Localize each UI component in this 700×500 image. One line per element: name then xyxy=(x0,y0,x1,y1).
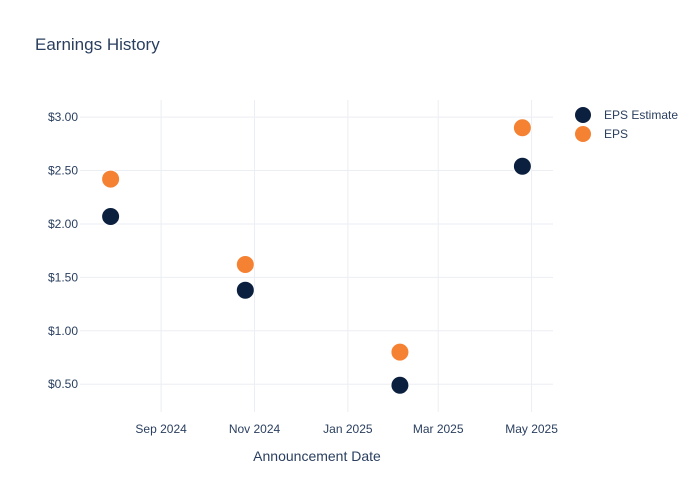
legend-label: EPS xyxy=(604,127,628,141)
y-axis-ticks: $0.50 $1.00 $1.50 $2.00 $2.50 $3.00 xyxy=(48,110,78,391)
x-axis-title: Announcement Date xyxy=(253,448,381,464)
point-eps[interactable] xyxy=(235,255,255,275)
chart-title: Earnings History xyxy=(35,35,160,54)
data-points xyxy=(101,118,532,395)
x-tick-label: May 2025 xyxy=(505,422,558,436)
legend-item[interactable]: EPS Estimate xyxy=(575,107,678,123)
point-eps-estimate[interactable] xyxy=(390,375,410,395)
point-eps[interactable] xyxy=(390,342,410,362)
legend[interactable]: EPS Estimate EPS xyxy=(575,107,678,142)
point-eps[interactable] xyxy=(101,169,121,189)
y-tick-label: $1.50 xyxy=(48,270,78,284)
x-tick-label: Jan 2025 xyxy=(323,422,373,436)
point-eps-estimate[interactable] xyxy=(101,206,121,226)
y-tick-label: $3.00 xyxy=(48,110,78,124)
y-tick-label: $1.00 xyxy=(48,324,78,338)
y-tick-label: $2.00 xyxy=(48,217,78,231)
grid-lines xyxy=(80,100,553,412)
y-tick-label: $2.50 xyxy=(48,164,78,178)
x-tick-label: Sep 2024 xyxy=(135,422,187,436)
point-eps-estimate[interactable] xyxy=(235,280,255,300)
x-tick-label: Nov 2024 xyxy=(229,422,281,436)
legend-marker xyxy=(575,107,591,123)
y-tick-label: $0.50 xyxy=(48,377,78,391)
x-axis-ticks: Sep 2024 Nov 2024 Jan 2025 Mar 2025 May 2025 xyxy=(135,422,558,436)
legend-item[interactable]: EPS xyxy=(575,126,628,142)
legend-label: EPS Estimate xyxy=(604,108,678,122)
point-eps-estimate[interactable] xyxy=(512,156,532,176)
x-tick-label: Mar 2025 xyxy=(413,422,464,436)
point-eps[interactable] xyxy=(512,118,532,138)
legend-marker xyxy=(575,126,591,142)
